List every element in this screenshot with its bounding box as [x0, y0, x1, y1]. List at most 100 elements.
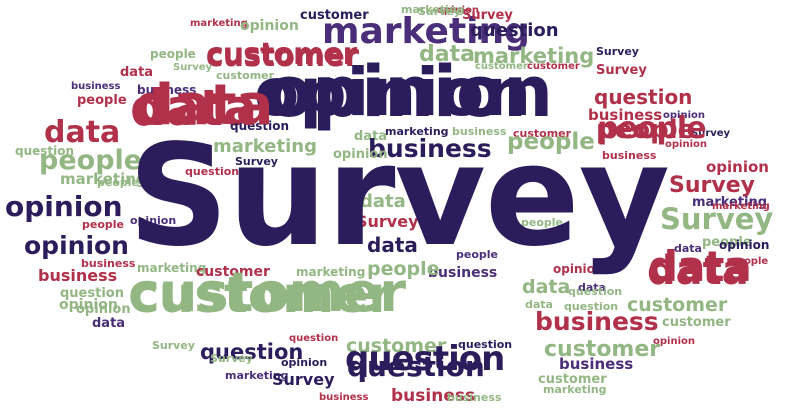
word-question: question: [230, 119, 290, 133]
word-question: question: [568, 285, 623, 298]
word-customer: customer: [662, 315, 731, 330]
word-data: data: [367, 233, 418, 257]
word-people-large: people: [597, 111, 707, 146]
word-opinion: opinion: [437, 5, 479, 16]
word-customer: customer: [129, 266, 393, 324]
word-people: people: [82, 218, 124, 231]
word-business: business: [559, 355, 634, 373]
word-customer: customer: [544, 337, 661, 362]
word-people: people: [730, 256, 769, 267]
word-opinion: opinion: [5, 190, 123, 223]
word-customer: customer: [627, 294, 728, 316]
word-opinion: opinion: [719, 238, 770, 252]
word-customer: customer: [196, 264, 270, 280]
word-survey: Survey: [596, 45, 639, 58]
word-business: business: [588, 106, 663, 124]
word-marketing: marketing: [213, 136, 317, 157]
word-marketing: marketing: [225, 369, 289, 382]
word-opinion: opinion: [59, 297, 118, 313]
word-survey: Survey: [272, 370, 335, 389]
word-survey: Survey: [210, 352, 253, 365]
word-marketing: marketing: [190, 18, 248, 29]
word-business: business: [38, 266, 118, 285]
word-marketing: marketing: [473, 44, 595, 68]
word-data: data: [120, 65, 154, 80]
word-question: question: [200, 340, 304, 364]
word-opinion: opinion: [130, 214, 177, 227]
word-question: question: [564, 300, 619, 313]
word-data: data: [360, 191, 406, 212]
word-survey: Survey: [596, 63, 647, 78]
word-business: business: [535, 307, 659, 336]
word-customer: customer: [300, 8, 369, 23]
word-survey: Survey: [669, 173, 755, 198]
word-data: data: [44, 115, 121, 150]
word-question: question: [594, 85, 693, 109]
word-customer: customer: [513, 127, 572, 140]
word-survey: Survey: [152, 339, 195, 352]
word-marketing: marketing: [401, 3, 465, 16]
word-data: data: [522, 276, 571, 298]
word-customer-large: customer: [128, 261, 406, 324]
word-opinion: opinion: [333, 147, 388, 162]
word-customer: customer: [527, 61, 580, 72]
word-business: business: [447, 391, 502, 404]
word-customer-top: customer: [206, 37, 357, 72]
word-survey: Survey: [691, 128, 731, 139]
word-customer: customer: [216, 69, 275, 82]
word-question-large: question: [345, 339, 505, 379]
word-data: data: [354, 129, 388, 144]
word-opinion: opinion: [24, 231, 129, 260]
word-opinion-large: opinion: [265, 51, 553, 133]
word-people: people: [521, 216, 563, 229]
word-people: people: [97, 176, 139, 189]
word-survey: Survey: [235, 155, 278, 168]
word-data-large: data: [134, 73, 273, 138]
word-customer: customer: [475, 61, 528, 72]
word-question: question: [347, 350, 485, 383]
word-marketing: marketing: [543, 383, 607, 396]
word-people: people: [77, 93, 127, 108]
word-survey: Survey: [418, 5, 461, 18]
word-marketing: marketing: [60, 170, 147, 188]
word-opinion: opinion: [706, 158, 769, 176]
word-question: question: [289, 333, 339, 344]
word-people: people: [367, 258, 440, 280]
word-marketing: marketing: [385, 125, 449, 138]
word-data: data: [419, 42, 475, 67]
word-question: question: [15, 144, 75, 158]
word-data: data: [130, 79, 258, 137]
word-business: business: [81, 257, 136, 270]
word-survey: Survey: [173, 62, 213, 73]
word-survey: Survey: [462, 8, 513, 23]
word-survey-focal: Survey: [128, 115, 670, 278]
word-people: people: [507, 129, 595, 155]
word-opinion: opinion: [663, 110, 705, 121]
word-people: people: [39, 145, 143, 176]
word-marketing: marketing: [296, 265, 366, 279]
word-business: business: [602, 149, 657, 162]
word-business: business: [391, 386, 476, 406]
word-survey: Survey: [356, 212, 419, 231]
word-survey: Survey: [660, 202, 774, 236]
word-business: business: [71, 81, 121, 92]
word-opinion: opinion: [76, 302, 131, 317]
word-opinion: opinion: [665, 139, 707, 150]
word-opinion: opinion: [553, 262, 604, 276]
word-business: business: [137, 83, 197, 97]
word-marketing: marketing: [712, 201, 770, 212]
word-people: people: [702, 235, 752, 250]
word-question: question: [458, 338, 513, 351]
word-customer: customer: [538, 372, 607, 387]
word-opinion: opinion: [653, 336, 695, 347]
word-data: data: [578, 281, 606, 294]
word-customer: customer: [206, 39, 360, 73]
word-opinion: opinion: [254, 54, 532, 131]
word-people: people: [596, 115, 696, 145]
word-question: question: [60, 286, 124, 301]
word-data: data: [92, 316, 126, 331]
word-business: business: [452, 125, 507, 138]
word-business: business: [368, 134, 492, 163]
word-customer: customer: [346, 335, 447, 357]
